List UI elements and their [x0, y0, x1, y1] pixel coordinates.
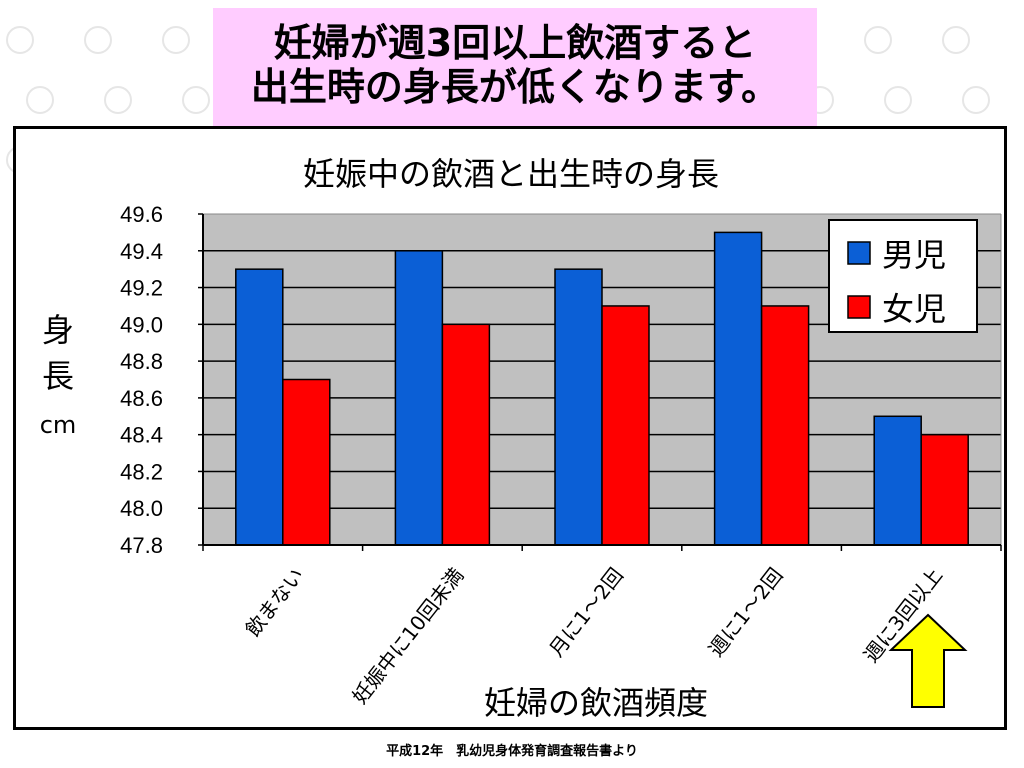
- y-tick-label: 48.8: [120, 349, 163, 374]
- y-tick-label: 47.8: [120, 533, 163, 558]
- y-tick-label: 48.0: [120, 496, 163, 521]
- y-tick-label: 49.6: [120, 202, 163, 227]
- bar-girls-2: [441, 323, 491, 546]
- pattern-motif: [884, 86, 912, 114]
- headline-line-1: 妊婦が週3回以上飲酒すると: [273, 21, 757, 65]
- source-footnote: 平成12年 乳幼児身体発育調査報告書より: [386, 744, 638, 759]
- bar-boys-3: [554, 268, 603, 546]
- x-tick-label: 月に1～2回: [544, 563, 628, 661]
- legend-label: 女児: [882, 290, 946, 328]
- y-axis-label: 身: [42, 311, 74, 349]
- y-axis-label: 長: [42, 357, 74, 395]
- pattern-motif: [6, 26, 34, 54]
- bar-boys-1: [235, 268, 284, 546]
- headline-banner: 妊婦が週3回以上飲酒すると 出生時の身長が低くなります。: [213, 8, 817, 126]
- x-axis-title: 妊婦の飲酒頻度: [484, 684, 708, 722]
- bar-girls-1: [282, 378, 331, 546]
- legend-swatch: [847, 295, 871, 319]
- bar-girls-4: [760, 305, 810, 546]
- y-tick-label: 48.6: [120, 386, 163, 411]
- pattern-motif: [162, 26, 190, 54]
- chart-title: 妊娠中の飲酒と出生時の身長: [303, 155, 719, 193]
- x-tick-label: 週に1～2回: [704, 563, 788, 661]
- x-tick-label: 飲まない: [241, 563, 309, 641]
- pattern-motif: [26, 86, 54, 114]
- legend-label: 男児: [882, 236, 946, 274]
- headline-line-2: 出生時の身長が低くなります。: [250, 65, 780, 109]
- legend-swatch: [847, 241, 871, 265]
- bar-chart: 妊娠中の飲酒と出生時の身長 49.6 49.4 49.2 49.0 48.8 48.6 48.…: [40, 155, 1002, 722]
- up-arrow-icon: [888, 613, 968, 708]
- y-tick-label: 48.4: [120, 423, 163, 448]
- y-tick-label: 48.2: [120, 459, 163, 484]
- pattern-motif: [942, 26, 970, 54]
- x-tick-label: 妊娠中に10回未満: [348, 563, 469, 708]
- bar-girls-5: [920, 433, 969, 546]
- pattern-motif: [182, 86, 210, 114]
- y-axis-label: cm: [40, 411, 77, 439]
- chart-panel: 妊娠中の飲酒と出生時の身長 49.6 49.4 49.2 49.0 48.8 48.6 48.…: [13, 126, 1007, 730]
- y-tick-label: 49.0: [120, 312, 163, 337]
- pattern-motif: [104, 86, 132, 114]
- bar-boys-4: [713, 231, 763, 546]
- pattern-motif: [962, 86, 990, 114]
- bar-boys-5: [873, 415, 922, 546]
- pattern-motif: [84, 26, 112, 54]
- y-tick-label: 49.2: [120, 276, 163, 301]
- pattern-motif: [864, 26, 892, 54]
- bar-boys-2: [394, 250, 444, 546]
- bar-girls-3: [601, 305, 650, 546]
- y-tick-label: 49.4: [120, 239, 163, 264]
